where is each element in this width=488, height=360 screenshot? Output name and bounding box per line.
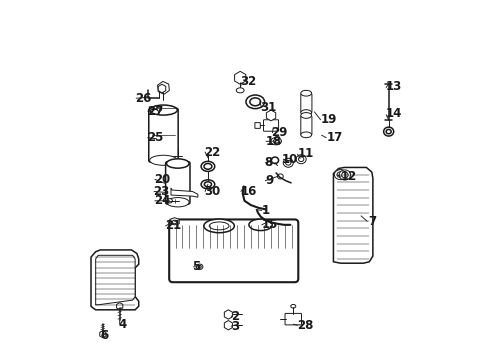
Ellipse shape: [166, 198, 189, 207]
Ellipse shape: [196, 264, 203, 270]
FancyBboxPatch shape: [165, 162, 190, 204]
FancyBboxPatch shape: [254, 123, 260, 129]
FancyBboxPatch shape: [300, 94, 311, 113]
Text: 18: 18: [265, 135, 281, 148]
Ellipse shape: [336, 172, 344, 177]
Ellipse shape: [204, 182, 211, 187]
Text: 11: 11: [297, 147, 313, 159]
Ellipse shape: [341, 172, 347, 178]
Ellipse shape: [283, 158, 293, 167]
Text: 2: 2: [231, 310, 239, 324]
Ellipse shape: [339, 170, 350, 180]
Text: 21: 21: [164, 219, 181, 233]
Text: 3: 3: [231, 320, 239, 333]
Text: 20: 20: [154, 173, 170, 186]
Ellipse shape: [334, 170, 346, 180]
Ellipse shape: [149, 105, 177, 115]
Polygon shape: [171, 188, 198, 197]
Text: 28: 28: [297, 319, 313, 332]
Ellipse shape: [300, 113, 311, 118]
Ellipse shape: [203, 163, 211, 169]
Text: 22: 22: [204, 145, 220, 158]
Text: 24: 24: [154, 194, 170, 207]
Polygon shape: [96, 255, 135, 305]
Ellipse shape: [298, 157, 303, 162]
Text: 15: 15: [261, 218, 278, 231]
FancyBboxPatch shape: [300, 116, 311, 135]
Ellipse shape: [277, 174, 283, 179]
Ellipse shape: [166, 159, 189, 168]
Text: 13: 13: [386, 80, 402, 93]
Text: 7: 7: [367, 215, 376, 228]
Text: 4: 4: [118, 318, 126, 331]
Ellipse shape: [156, 107, 162, 111]
Text: 10: 10: [282, 153, 298, 166]
Ellipse shape: [290, 305, 295, 308]
Text: 25: 25: [147, 131, 163, 144]
Text: 8: 8: [264, 156, 272, 169]
Ellipse shape: [209, 222, 228, 230]
FancyBboxPatch shape: [263, 120, 278, 131]
Ellipse shape: [201, 161, 214, 171]
Text: 26: 26: [135, 92, 151, 105]
Text: 12: 12: [340, 170, 356, 183]
Ellipse shape: [296, 155, 305, 164]
Ellipse shape: [201, 180, 214, 189]
Ellipse shape: [198, 265, 201, 268]
Ellipse shape: [300, 132, 311, 138]
FancyBboxPatch shape: [169, 220, 298, 282]
Text: 5: 5: [192, 260, 201, 273]
Text: 23: 23: [153, 185, 169, 198]
Text: 27: 27: [147, 105, 163, 118]
Ellipse shape: [300, 110, 311, 116]
Ellipse shape: [383, 127, 393, 136]
Ellipse shape: [273, 139, 278, 143]
Ellipse shape: [245, 95, 264, 109]
Text: 17: 17: [325, 131, 342, 144]
Ellipse shape: [300, 90, 311, 96]
Text: 19: 19: [320, 113, 336, 126]
Ellipse shape: [386, 130, 390, 134]
Ellipse shape: [248, 219, 272, 230]
Text: 1: 1: [261, 204, 269, 217]
Text: 9: 9: [265, 174, 273, 187]
Ellipse shape: [249, 98, 260, 106]
Text: 30: 30: [204, 185, 220, 198]
Ellipse shape: [271, 157, 278, 163]
Ellipse shape: [149, 155, 177, 165]
Text: 16: 16: [240, 185, 256, 198]
Polygon shape: [169, 218, 179, 225]
Text: 29: 29: [271, 126, 287, 139]
Ellipse shape: [236, 88, 244, 93]
Text: 6: 6: [100, 329, 108, 342]
Polygon shape: [333, 167, 372, 263]
Ellipse shape: [167, 199, 172, 203]
Text: 14: 14: [386, 107, 402, 120]
FancyBboxPatch shape: [285, 314, 301, 325]
Ellipse shape: [203, 219, 234, 233]
Ellipse shape: [172, 220, 176, 224]
Text: 32: 32: [240, 75, 256, 88]
Polygon shape: [91, 250, 139, 310]
FancyBboxPatch shape: [148, 108, 178, 162]
Text: 31: 31: [260, 101, 276, 114]
Ellipse shape: [270, 138, 281, 145]
Ellipse shape: [285, 161, 290, 165]
